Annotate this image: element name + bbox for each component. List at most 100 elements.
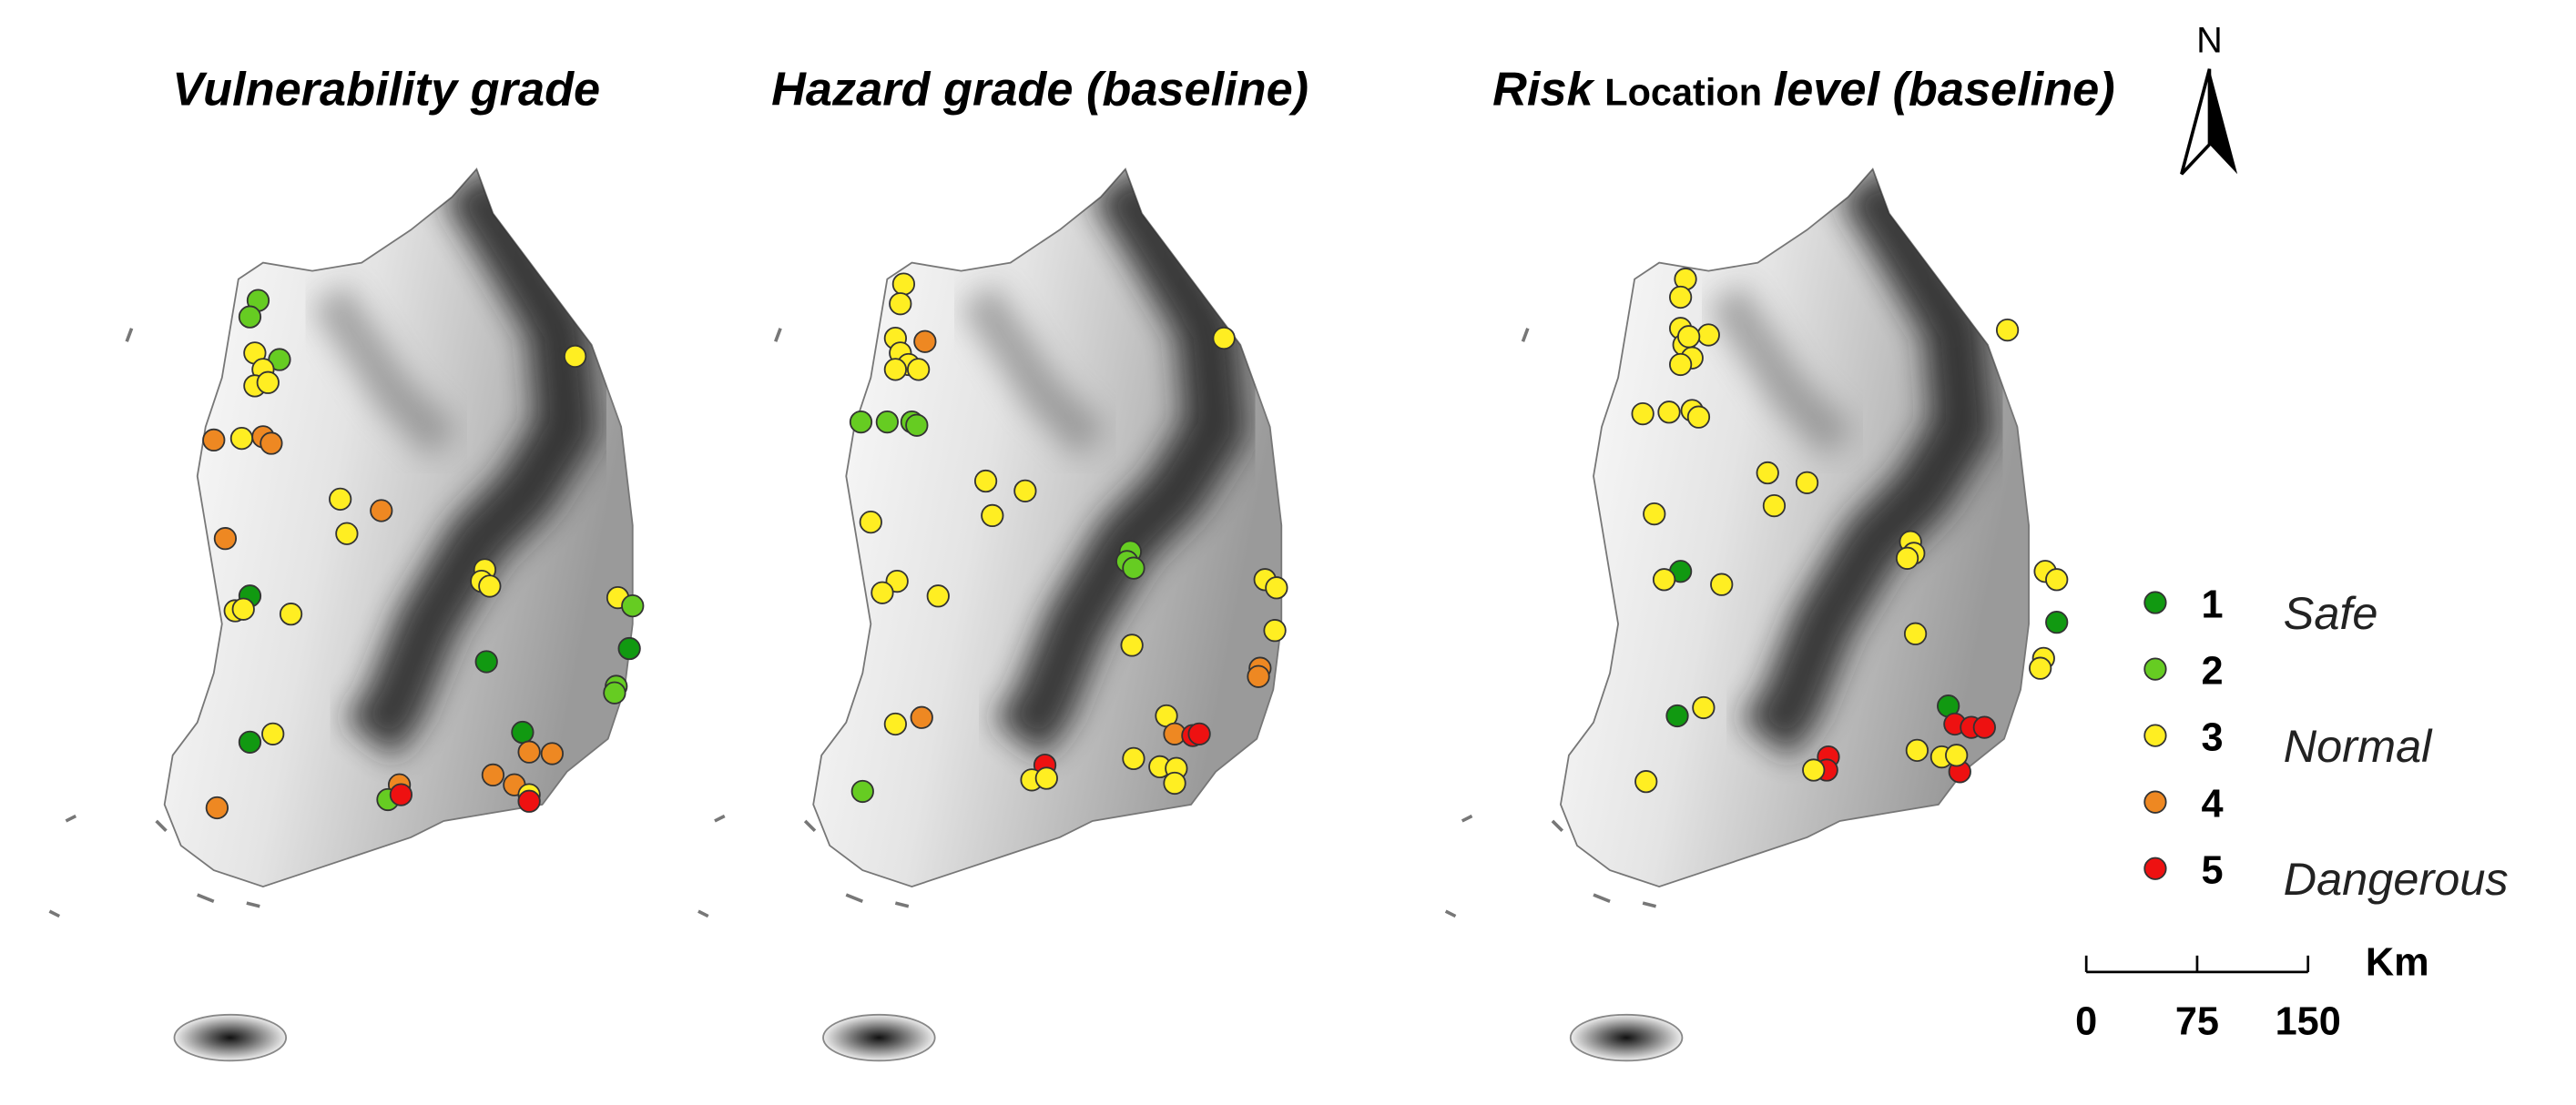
site-point <box>1710 573 1734 596</box>
site-point <box>1187 722 1211 745</box>
site-point <box>617 636 641 661</box>
land <box>1444 167 2030 1062</box>
legend-swatch <box>2143 857 2167 880</box>
site-point <box>910 705 933 729</box>
islands <box>48 328 260 918</box>
ridge <box>960 284 1107 458</box>
legend-grade: 2 <box>2201 649 2223 693</box>
site-point <box>621 593 645 618</box>
site-point <box>229 427 254 451</box>
mountains <box>311 168 599 758</box>
mountains <box>960 168 1248 758</box>
site-point <box>1643 502 1666 526</box>
site-point <box>1013 479 1037 502</box>
site-point <box>238 305 262 329</box>
map-title: Vulnerability grade <box>172 63 600 116</box>
islands <box>1444 328 1657 918</box>
title-part: level (baseline) <box>1774 63 2115 116</box>
maps: Vulnerability grade Hazard grade (baselin… <box>48 63 2115 1062</box>
legend-grade: 4 <box>2201 782 2223 826</box>
site-point <box>1696 323 1720 347</box>
jeju <box>173 1013 288 1062</box>
site-point <box>2045 568 2069 592</box>
site-point <box>511 720 535 745</box>
site-point <box>1212 326 1236 350</box>
map-title: Risk Location level (baseline) <box>1492 63 2114 116</box>
site-point <box>1263 619 1287 643</box>
site-point <box>335 522 359 545</box>
scale-label: 75 <box>2175 999 2219 1043</box>
site-point <box>517 740 541 764</box>
jeju <box>822 1013 936 1062</box>
scale-bar: Km 0 75 150 <box>2075 940 2428 1043</box>
scale-label: 150 <box>2276 999 2341 1043</box>
site-point <box>981 503 1004 528</box>
north-arrow <box>2209 68 2238 175</box>
site-point <box>850 779 874 804</box>
ridge <box>344 168 599 758</box>
land <box>697 167 1283 1062</box>
site-point <box>905 413 929 437</box>
legend-grade: 3 <box>2201 715 2223 759</box>
title-part: Risk <box>1492 63 1595 116</box>
land <box>48 167 634 1062</box>
site-point <box>1163 771 1186 796</box>
site-point <box>1795 471 1819 494</box>
ridge <box>993 168 1248 758</box>
site-point <box>540 742 564 765</box>
site-point <box>474 650 498 674</box>
jeju <box>1569 1013 1684 1062</box>
site-point <box>1122 556 1145 580</box>
site-point <box>329 487 352 512</box>
site-point <box>481 763 505 787</box>
mountains <box>1707 168 1995 758</box>
legend-grade: 1 <box>2201 583 2223 626</box>
site-point <box>1762 493 1787 518</box>
site-point <box>1972 715 1996 739</box>
site-point <box>883 712 908 736</box>
legend-swatch <box>2143 790 2167 814</box>
north-label: N <box>2196 21 2223 61</box>
site-point <box>603 681 626 705</box>
site-point <box>231 597 255 621</box>
site-point <box>1686 405 1711 429</box>
site-point <box>1756 461 1779 485</box>
site-point <box>370 499 393 522</box>
ridge <box>1741 168 1995 758</box>
legend-grade: 5 <box>2201 848 2223 892</box>
site-point <box>1631 401 1655 426</box>
site-point <box>1903 622 1928 645</box>
site-point <box>1265 576 1288 600</box>
site-point <box>1634 770 1658 794</box>
site-point <box>907 358 931 381</box>
site-point <box>2029 656 2052 680</box>
legend-label: Normal <box>2284 720 2434 772</box>
islands <box>697 328 910 918</box>
site-point <box>859 511 882 534</box>
ridge <box>311 284 459 458</box>
site-point <box>1122 746 1145 771</box>
scale-label: 0 <box>2075 999 2097 1043</box>
site-point <box>261 722 285 745</box>
map-title: Hazard grade (baseline) <box>771 63 1308 116</box>
site-point <box>389 783 413 806</box>
site-point <box>1247 664 1270 688</box>
site-point <box>1657 400 1681 424</box>
site-point <box>1895 546 1919 570</box>
legend-swatch <box>2143 657 2167 681</box>
site-point <box>1945 744 1969 767</box>
legend-swatch <box>2143 724 2167 747</box>
site-point <box>926 584 950 608</box>
site-point <box>202 428 226 452</box>
site-point <box>2045 611 2069 634</box>
map: Vulnerability grade <box>48 63 645 1062</box>
site-point <box>1665 704 1689 728</box>
map: Hazard grade (baseline) <box>697 63 1308 1062</box>
site-point <box>1668 285 1693 309</box>
site-point <box>871 581 894 604</box>
site-point <box>891 272 916 296</box>
site-point <box>973 469 998 493</box>
site-point <box>1034 766 1058 790</box>
